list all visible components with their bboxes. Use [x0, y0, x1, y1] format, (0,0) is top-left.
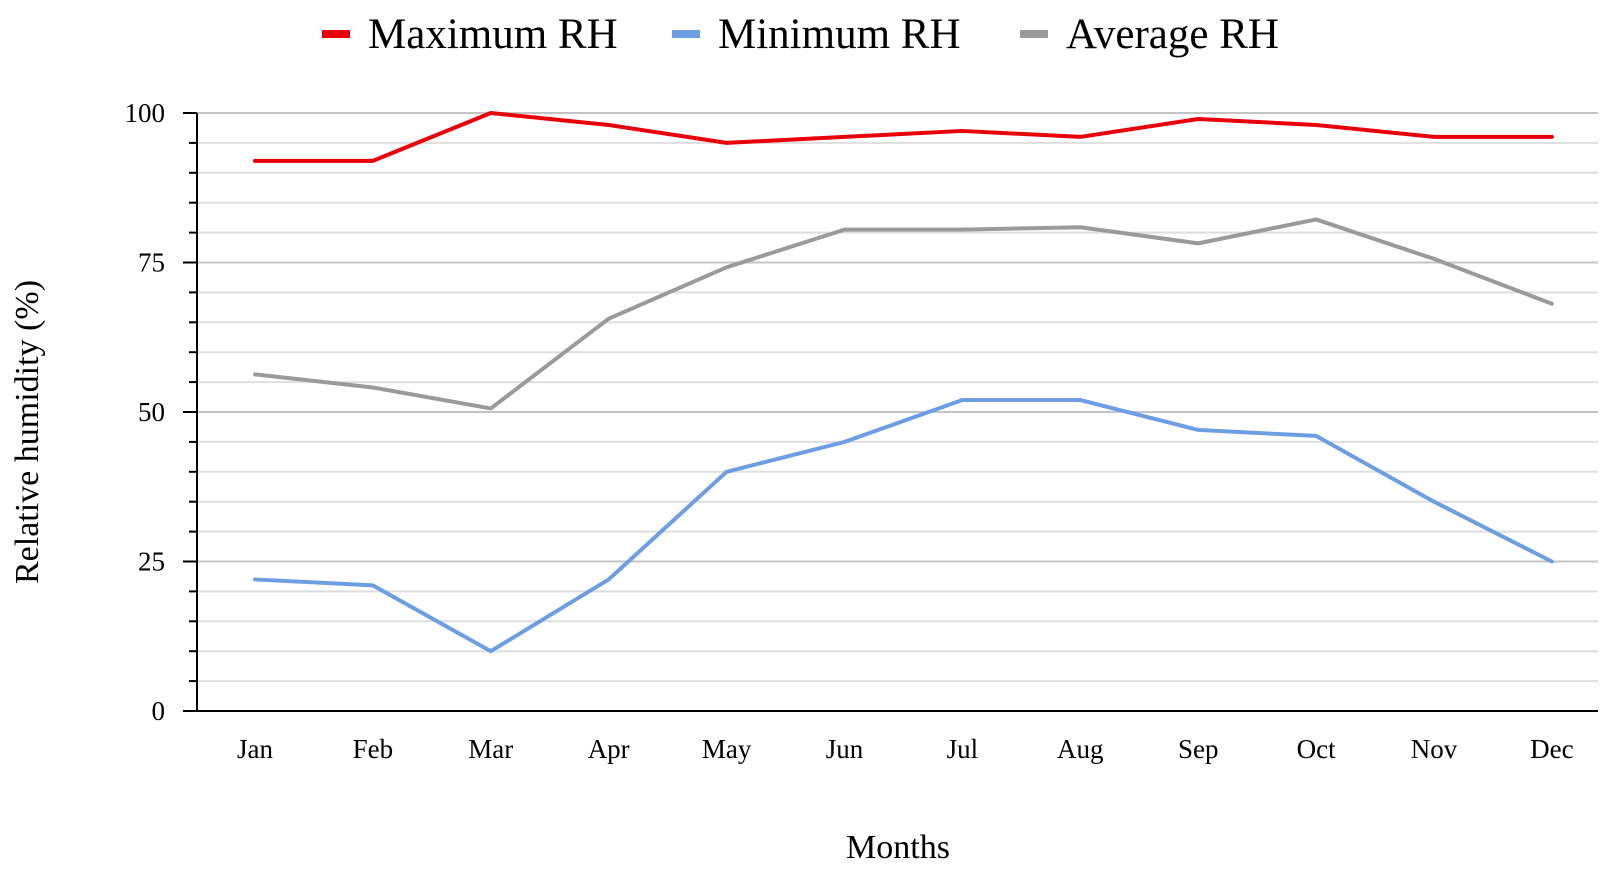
y-axis-title: Relative humidity (%)	[9, 280, 46, 584]
legend-swatch	[322, 30, 350, 38]
y-tick-labels: 0 25 50 75 100	[125, 98, 166, 726]
legend-label: Minimum RH	[718, 11, 961, 58]
legend: Maximum RH Minimum RH Average RH	[322, 11, 1279, 58]
y-tick-label: 100	[125, 98, 166, 128]
x-tick-label: Nov	[1411, 734, 1458, 764]
x-axis-title: Months	[846, 829, 950, 866]
series-line-minimum-rh	[253, 398, 1554, 654]
legend-swatch	[1020, 30, 1048, 38]
series-line-average-rh	[253, 217, 1554, 411]
y-tick-label: 25	[138, 547, 165, 577]
x-tick-labels: Jan Feb Mar Apr May Jun Jul Aug Sep Oct Nov Dec	[237, 734, 1574, 764]
x-tick-label: Jan	[237, 734, 273, 764]
series-lines	[253, 111, 1554, 654]
y-tick-label: 75	[138, 248, 165, 278]
x-tick-label: Jun	[826, 734, 864, 764]
x-tick-label: Aug	[1057, 734, 1104, 764]
x-tick-label: Jul	[947, 734, 979, 764]
x-tick-label: Feb	[353, 734, 394, 764]
series-line-maximum-rh	[253, 111, 1554, 163]
x-tick-label: Dec	[1530, 734, 1573, 764]
x-tick-label: Apr	[588, 734, 630, 764]
gridlines	[197, 112, 1598, 683]
legend-label: Maximum RH	[368, 11, 618, 58]
axes	[183, 112, 1598, 712]
legend-label: Average RH	[1066, 11, 1279, 58]
legend-swatch	[672, 30, 700, 38]
y-tick-label: 50	[138, 397, 165, 427]
x-tick-label: Oct	[1297, 734, 1336, 764]
y-tick-label: 0	[152, 696, 166, 726]
x-tick-label: May	[702, 734, 752, 764]
x-tick-label: Mar	[468, 734, 513, 764]
x-tick-label: Sep	[1178, 734, 1219, 764]
